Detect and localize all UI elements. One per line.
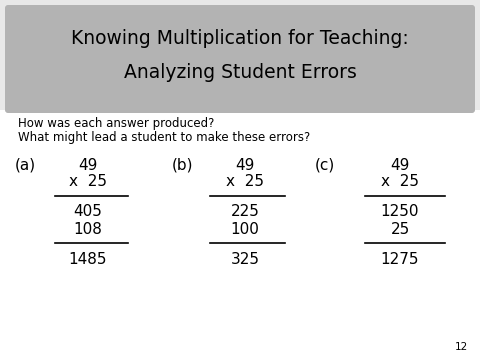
Text: How was each answer produced?: How was each answer produced? bbox=[18, 117, 215, 130]
FancyBboxPatch shape bbox=[0, 110, 480, 360]
Text: 49: 49 bbox=[390, 158, 410, 172]
Text: 1275: 1275 bbox=[381, 252, 419, 267]
Text: What might lead a student to make these errors?: What might lead a student to make these … bbox=[18, 131, 310, 144]
Text: (b): (b) bbox=[172, 158, 193, 172]
Text: (a): (a) bbox=[15, 158, 36, 172]
Text: x  25: x 25 bbox=[381, 175, 419, 189]
Text: 49: 49 bbox=[78, 158, 98, 172]
Text: 12: 12 bbox=[455, 342, 468, 352]
Text: 325: 325 bbox=[230, 252, 260, 267]
Text: 108: 108 bbox=[73, 222, 102, 238]
Text: 405: 405 bbox=[73, 203, 102, 219]
Text: 1485: 1485 bbox=[69, 252, 107, 267]
Text: x  25: x 25 bbox=[69, 175, 107, 189]
Text: (c): (c) bbox=[315, 158, 335, 172]
Text: 1250: 1250 bbox=[381, 203, 419, 219]
Text: 225: 225 bbox=[230, 203, 259, 219]
Text: Analyzing Student Errors: Analyzing Student Errors bbox=[123, 63, 357, 81]
Text: 100: 100 bbox=[230, 222, 259, 238]
Text: 49: 49 bbox=[235, 158, 255, 172]
Text: x  25: x 25 bbox=[226, 175, 264, 189]
Text: Knowing Multiplication for Teaching:: Knowing Multiplication for Teaching: bbox=[71, 28, 409, 48]
FancyBboxPatch shape bbox=[5, 5, 475, 113]
Text: 25: 25 bbox=[390, 222, 409, 238]
